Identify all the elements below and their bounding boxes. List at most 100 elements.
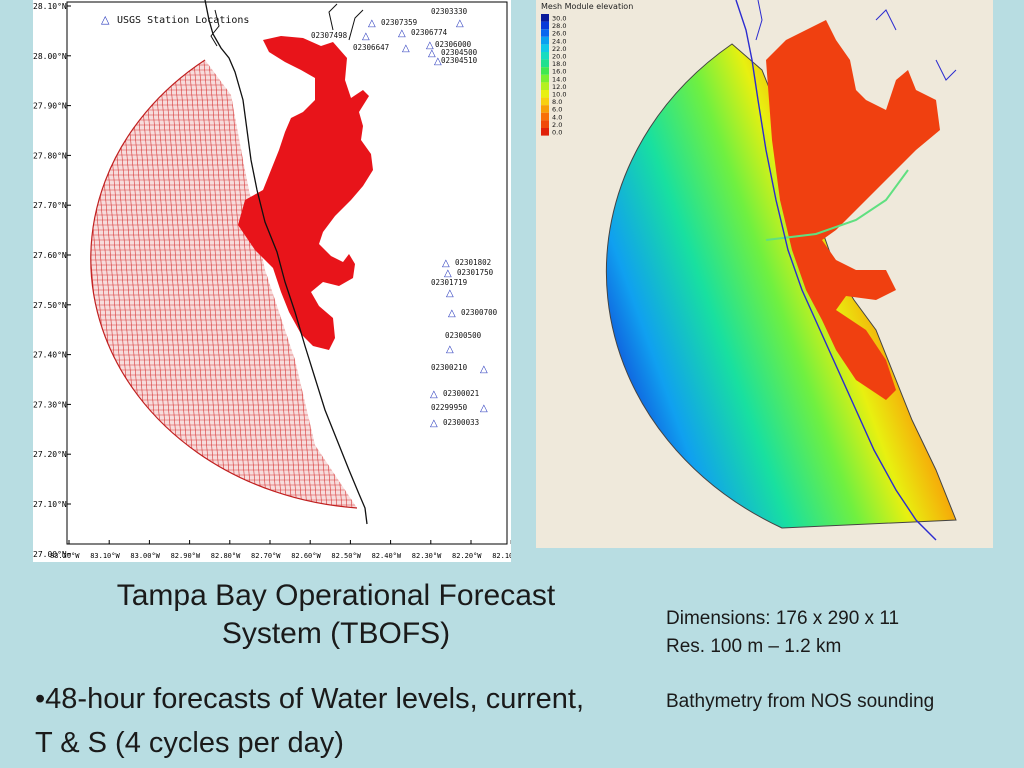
dimensions-text: Dimensions: 176 x 290 x 11 [666,608,900,629]
station-id-label: 02306647 [353,43,389,52]
legend-swatch [541,82,549,90]
legend-swatch [541,36,549,45]
station-id-label: 02300021 [443,389,479,398]
coastline-blue [735,0,937,541]
legend-swatch [541,74,549,83]
station-triangle-icon: △ [426,40,434,51]
resolution-text: Res. 100 m – 1.2 km [666,636,842,657]
legend-value: 26.0 [552,30,566,38]
x-tick-label: 83.00°W [130,552,160,560]
station-id-label: 02300210 [431,363,468,372]
station-id-label: 02307498 [311,31,348,40]
x-tick-label: 82.10°W [492,552,511,560]
legend-value: 12.0 [552,83,566,91]
y-tick-label: 27.70°N [33,201,67,210]
legend-value: 8.0 [552,98,562,106]
station-id-label: 02299950 [431,403,468,412]
station-markers: △02303330△ 02307359△ 02306774△02307498△023… [311,7,498,429]
legend-triangle-icon: △ [101,14,110,26]
legend-value: 24.0 [552,37,566,45]
station-id-label: 02301802 [455,258,491,267]
legend-swatch [541,44,549,52]
y-tick-label: 27.40°N [33,351,67,360]
station-triangle-icon: △ [430,418,438,429]
station-triangle-icon: △ [362,31,370,42]
legend-value: 18.0 [552,60,566,68]
station-id-label: 02306000 [435,40,472,49]
station-triangle-icon: △ [448,308,456,319]
station-triangle-icon: △ [446,288,454,299]
station-triangle-icon: △ [456,18,464,29]
y-tick-label: 28.00°N [33,52,67,61]
station-id-label: 02306774 [411,28,448,37]
x-tick-label: 83.10°W [90,552,120,560]
grid-outer-boundary [90,59,358,509]
bathymetry-svg: Mesh Module elevation 30.028.026.024.022… [541,0,957,541]
legend-value: 28.0 [552,22,566,30]
x-tick-label: 82.20°W [452,552,482,560]
legend-value: 4.0 [552,113,562,121]
plot-frame [66,1,508,545]
coastline [204,0,368,525]
coastline-inland [210,3,364,47]
tampa-bay-shape [238,36,373,350]
x-tick-label: 82.80°W [211,552,241,560]
x-tick-label: 82.40°W [372,552,402,560]
legend-swatch [541,29,549,37]
y-tick-label: 27.20°N [33,450,67,459]
legend-value: 16.0 [552,68,566,76]
y-tick-label: 27.80°N [33,151,67,160]
station-id-label: 02303330 [431,7,468,16]
x-tick-label: 83.20°W [50,552,80,560]
station-triangle-icon: △ [368,18,376,29]
grid-map-svg: △ USGS Station Locations △02303330△ 02307… [33,0,522,560]
y-tick-label: 27.10°N [33,500,67,509]
legend-value: 14.0 [552,75,566,83]
legend-swatch [541,97,549,106]
legend-value: 10.0 [552,91,566,99]
shipping-channel [765,169,909,241]
y-tick-label: 27.50°N [33,301,67,310]
legend-title: Mesh Module elevation [541,2,633,11]
y-tick-label: 27.30°N [33,400,67,409]
model-specs: Dimensions: 176 x 290 x 11 Res. 100 m – … [666,605,1006,716]
legend-value: 6.0 [552,106,562,114]
grid-map-figure: △ USGS Station Locations △ 02303330 △ 02307… [33,0,522,562]
slide-title: Tampa Bay Operational Forecast System (T… [116,579,556,650]
y-tick-label: 27.90°N [33,102,67,111]
elevation-color-legend: 30.028.026.024.022.020.018.016.014.012.0… [541,14,566,137]
station-triangle-icon: △ [398,28,406,39]
coastline-inland-blue [755,0,957,81]
bathymetry-fan [605,43,957,529]
x-tick-label: 82.90°W [171,552,201,560]
x-tick-label: 82.30°W [412,552,442,560]
station-triangle-icon: △ [402,43,410,54]
bathymetry-figure: Mesh Module elevation 30.0 28.0 26.0 24.0 22… [536,0,993,548]
legend-swatch [541,59,549,68]
station-id-label: 02304510 [441,56,478,65]
station-id-label: 02300700 [461,308,498,317]
legend-swatch [541,14,549,22]
station-id-label: 02301750 [457,268,494,277]
legend-swatch [541,105,549,113]
station-triangle-icon: △ [442,258,450,269]
station-triangle-icon: △ [444,268,452,279]
station-triangle-icon: △ [430,389,438,400]
legend-value: 0.0 [552,129,562,137]
bay-shape [766,20,940,400]
y-tick-label: 27.60°N [33,251,67,260]
legend-value: 2.0 [552,121,562,129]
station-id-label: 02301719 [431,278,467,287]
station-triangle-icon: △ [480,403,488,414]
legend-swatch [541,52,549,60]
station-triangle-icon: △ [480,364,488,375]
y-tick-label: 27.00°N [33,550,67,559]
station-id-label: 02307359 [381,18,417,27]
x-axis-labels: 83.20°W 83.10°W 83.00°W 82.90°W 82.80°W 82.70… [50,540,522,560]
legend-swatch [541,120,549,128]
x-tick-label: 82.70°W [251,552,281,560]
x-tick-label: 82.50°W [331,552,361,560]
legend-label: USGS Station Locations [117,15,249,26]
legend-swatch [541,67,549,75]
station-triangle-icon: △ [446,344,454,355]
